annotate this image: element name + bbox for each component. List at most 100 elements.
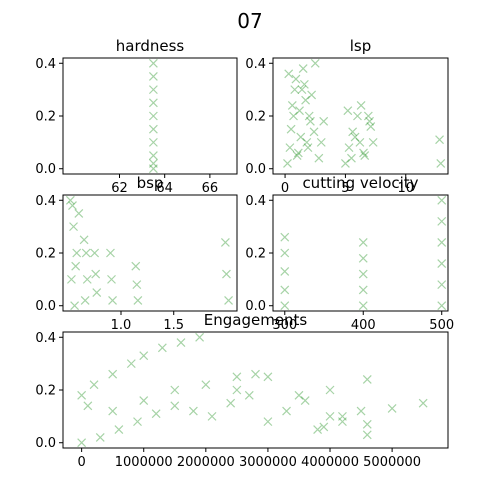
data-point xyxy=(418,398,428,408)
data-point xyxy=(319,422,329,432)
data-point xyxy=(347,153,356,163)
data-point xyxy=(280,248,290,258)
data-point xyxy=(358,301,368,311)
data-point xyxy=(108,296,117,305)
axes-frame xyxy=(272,194,449,312)
data-point xyxy=(83,401,93,411)
data-point xyxy=(283,159,292,168)
data-point xyxy=(72,248,82,258)
y-tick-label: 0.2 xyxy=(245,247,266,262)
data-point xyxy=(148,159,158,168)
y-tick-label: 0.0 xyxy=(245,162,266,177)
y-tick-label: 0.0 xyxy=(35,162,56,177)
data-point xyxy=(437,238,447,247)
data-point xyxy=(302,137,312,147)
data-point xyxy=(224,296,233,305)
data-point xyxy=(148,164,158,174)
data-point xyxy=(133,417,142,427)
x-tick-label: 4000000 xyxy=(301,455,359,470)
data-point xyxy=(77,438,87,448)
data-point xyxy=(437,259,447,268)
data-point xyxy=(151,409,161,419)
data-point xyxy=(232,372,242,382)
x-tick-label: 300 xyxy=(272,318,297,333)
data-point xyxy=(201,380,211,390)
data-point xyxy=(319,116,329,126)
data-point xyxy=(437,301,447,311)
data-point xyxy=(131,261,141,271)
x-tick-label: 0 xyxy=(281,181,289,196)
x-tick-label: 400 xyxy=(351,318,376,333)
y-tick-label: 0.0 xyxy=(245,299,266,314)
x-tick-label: 5000000 xyxy=(363,455,421,470)
data-point xyxy=(92,288,102,297)
data-point xyxy=(304,111,314,121)
x-tick-label: 1000000 xyxy=(115,455,173,470)
subplot-title: Engagements xyxy=(204,311,308,329)
data-point xyxy=(296,132,306,142)
y-tick-label: 0.2 xyxy=(245,110,266,125)
data-point xyxy=(353,111,362,121)
data-point xyxy=(148,111,158,121)
data-point xyxy=(338,411,347,421)
data-point xyxy=(82,274,92,284)
data-point xyxy=(299,79,309,89)
data-point xyxy=(359,148,368,158)
data-point xyxy=(80,296,90,305)
data-point xyxy=(301,95,311,105)
data-point xyxy=(293,148,303,158)
y-tick-label: 0.0 xyxy=(35,299,56,314)
data-point xyxy=(344,143,354,153)
x-tick-label: 500 xyxy=(429,318,454,333)
data-point xyxy=(313,425,323,434)
data-point xyxy=(280,232,290,242)
subplot-4: 0 1000000 2000000 3000000 4000000 5000000 0.0 0… xyxy=(35,311,449,470)
subplot-title: hardness xyxy=(116,37,185,55)
data-point xyxy=(148,124,158,134)
data-point xyxy=(126,359,136,369)
data-point xyxy=(170,385,180,395)
data-point xyxy=(437,216,447,226)
data-point xyxy=(220,238,230,247)
data-point xyxy=(207,411,217,421)
data-point xyxy=(358,269,368,279)
data-point xyxy=(74,209,84,218)
data-point xyxy=(148,72,158,81)
data-point xyxy=(298,64,308,73)
x-tick-label: 1.5 xyxy=(163,318,184,333)
y-tick-label: 0.4 xyxy=(35,194,56,209)
data-point xyxy=(365,116,374,126)
axes-frame xyxy=(62,57,238,175)
x-tick-label: 1.0 xyxy=(111,318,132,333)
data-point xyxy=(437,195,447,205)
x-tick-label: 66 xyxy=(202,181,219,196)
y-tick-label: 0.4 xyxy=(35,57,56,72)
subplot-3: 300 400 500 0.0 0.2 0.4 cutting velocity xyxy=(245,174,454,333)
data-point xyxy=(366,122,376,131)
data-point xyxy=(356,406,366,416)
data-point xyxy=(387,404,397,413)
data-point xyxy=(69,222,78,232)
data-point xyxy=(310,58,320,68)
y-tick-label: 0.0 xyxy=(35,436,56,451)
data-point xyxy=(290,85,300,95)
x-tick-label: 62 xyxy=(111,181,128,196)
y-tick-label: 0.2 xyxy=(35,247,56,262)
data-point xyxy=(176,338,186,347)
data-point xyxy=(95,433,105,442)
data-point xyxy=(133,296,143,305)
data-point xyxy=(148,137,158,147)
data-point xyxy=(292,151,302,160)
y-tick-label: 0.4 xyxy=(245,194,266,209)
data-point xyxy=(291,74,301,84)
data-point xyxy=(282,406,291,416)
data-point xyxy=(132,280,142,290)
subplot-title: lsp xyxy=(350,37,372,55)
data-point xyxy=(307,90,317,100)
data-point xyxy=(325,411,335,421)
subplot-title: cutting velocity xyxy=(302,174,418,192)
x-tick-label: 5 xyxy=(341,181,349,196)
y-tick-label: 0.4 xyxy=(35,331,56,346)
data-point xyxy=(340,159,350,168)
